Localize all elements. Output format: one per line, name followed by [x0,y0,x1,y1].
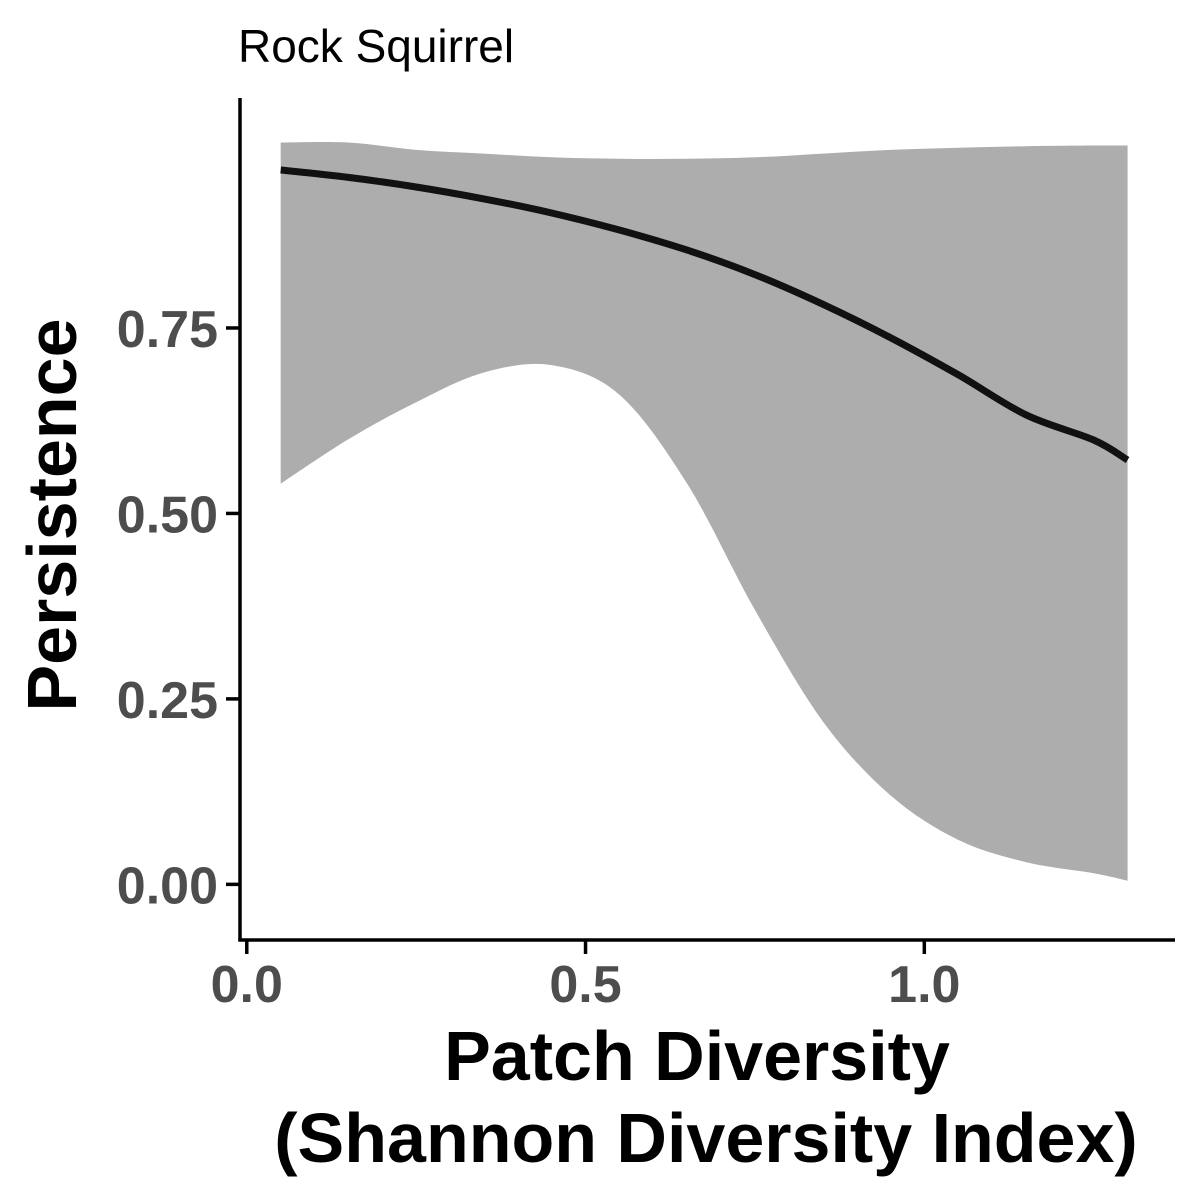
chart-title: Rock Squirrel [238,20,514,72]
x-ticks: 0.0 0.5 1.0 [211,940,960,1014]
x-tick-label: 0.0 [211,956,283,1014]
y-ticks: 0.00 0.25 0.50 0.75 [117,301,240,915]
plot-area [280,141,1130,881]
x-tick-label: 1.0 [888,956,960,1014]
y-axis-label: Persistence [13,318,91,711]
y-tick-label: 0.25 [117,672,218,730]
x-axis-label-line-1: Patch Diversity [444,1017,950,1095]
x-axis-label-line-2: (Shannon Diversity Index) [274,1099,1137,1177]
fitted-line [280,166,1130,464]
y-tick-label: 0.50 [117,486,218,544]
confidence-ribbon [280,141,1128,881]
x-tick-label: 0.5 [549,956,621,1014]
y-tick-label: 0.75 [117,301,218,359]
y-tick-label: 0.00 [117,857,218,915]
